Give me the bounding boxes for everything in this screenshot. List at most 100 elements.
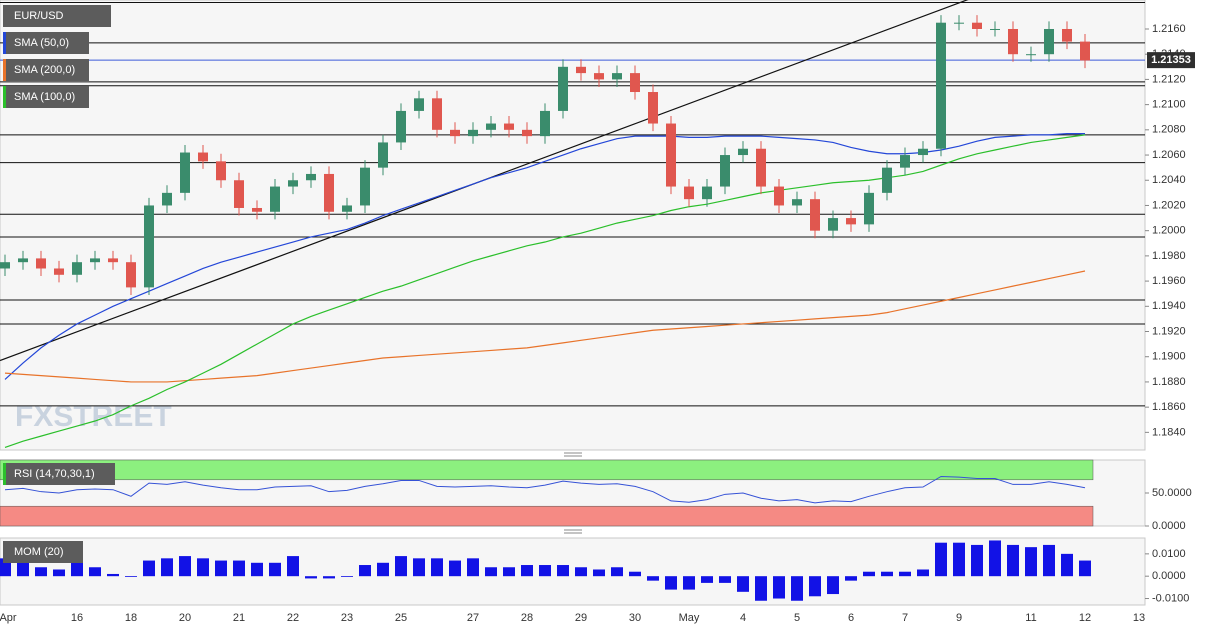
candle-body	[288, 180, 298, 187]
mom-bar	[809, 576, 821, 597]
mom-bar	[539, 565, 551, 577]
mom-bar	[737, 576, 749, 592]
x-tick-label: 23	[341, 612, 353, 624]
candle-body	[630, 73, 640, 93]
y-tick-label: 50.0000	[1152, 487, 1192, 499]
mom-bar	[395, 556, 407, 577]
candle-body	[126, 262, 136, 288]
candle-body	[918, 148, 928, 156]
legend-label: RSI (14,70,30,1)	[14, 468, 95, 480]
candle-body	[936, 22, 946, 149]
mom-bar	[971, 544, 983, 577]
candle-body	[990, 28, 1000, 30]
x-tick-label: 11	[1025, 612, 1036, 624]
y-tick-label: 0.0100	[1152, 548, 1186, 560]
mom-bar	[845, 576, 857, 581]
mom-bar	[629, 571, 641, 577]
x-tick-label: 20	[179, 612, 191, 624]
x-tick-label: 9	[956, 612, 962, 624]
mom-bar	[323, 576, 335, 579]
y-tick-label: 1.2000	[1152, 225, 1186, 237]
y-tick-label: 1.1960	[1152, 275, 1186, 287]
y-tick-label: 1.2040	[1152, 174, 1186, 186]
legend-label: SMA (50,0)	[14, 37, 69, 49]
mom-bar	[1079, 560, 1091, 577]
mom-bar	[359, 565, 371, 577]
candle-body	[702, 186, 712, 200]
x-tick-label: 29	[575, 612, 587, 624]
mom-bar	[1061, 553, 1073, 577]
candle-body	[180, 152, 190, 193]
candle-body	[576, 66, 586, 74]
candle-body	[216, 161, 226, 181]
candle-body	[684, 186, 694, 200]
mom-bar	[215, 560, 227, 577]
y-tick-label: 1.2020	[1152, 199, 1186, 211]
mom-bar	[53, 569, 65, 577]
mom-bar	[755, 576, 767, 601]
mom-bar	[287, 556, 299, 577]
candle-body	[108, 258, 118, 263]
candle-body	[972, 22, 982, 29]
overbought-zone	[0, 459, 1094, 481]
y-tick-label: 1.2060	[1152, 149, 1186, 161]
y-tick-label: 0.0000	[1152, 520, 1186, 532]
candle-body	[810, 199, 820, 231]
candle-body	[54, 268, 64, 275]
x-tick-label: 7	[902, 612, 908, 624]
candle-body	[324, 173, 334, 212]
x-tick-label: 6	[848, 612, 854, 624]
candle-body	[522, 129, 532, 137]
x-tick-label: 25	[395, 612, 407, 624]
mom-bar	[989, 540, 1001, 577]
legend-box	[3, 86, 89, 108]
candle-body	[450, 129, 460, 137]
y-tick-label: 1.1980	[1152, 250, 1186, 262]
candle-body	[738, 148, 748, 156]
mom-bar	[935, 542, 947, 577]
mom-bar	[1043, 544, 1055, 577]
candle-body	[774, 186, 784, 206]
candle-body	[648, 92, 658, 124]
candle-body	[162, 192, 172, 206]
legend-box	[3, 32, 89, 54]
candle-body	[900, 155, 910, 168]
mom-bar	[449, 560, 461, 577]
x-tick-label: 16	[71, 612, 83, 624]
resize-grip[interactable]	[564, 452, 582, 534]
candle-body	[18, 258, 28, 263]
candle-body	[504, 123, 514, 130]
x-tick-label: 22	[287, 612, 299, 624]
candle-body	[252, 207, 262, 212]
legend-box	[3, 59, 89, 81]
candle-body	[378, 142, 388, 168]
mom-bar	[683, 576, 695, 590]
mom-bar	[413, 558, 425, 577]
candle-body	[90, 258, 100, 263]
last-price-label: 1.21353	[1151, 54, 1191, 66]
mom-bar	[881, 571, 893, 577]
candle-body	[1062, 28, 1072, 42]
x-tick-label: 13	[1133, 612, 1145, 624]
x-tick-label: 12	[1079, 612, 1091, 624]
candle-body	[1026, 54, 1036, 56]
mom-bar	[827, 576, 839, 595]
candle-body	[540, 110, 550, 137]
candle-body	[414, 98, 424, 111]
candle-body	[468, 129, 478, 137]
candle-body	[666, 123, 676, 187]
mom-bar	[269, 562, 281, 577]
candle-body	[594, 73, 604, 80]
mom-bar	[917, 569, 929, 577]
legend-box	[3, 5, 111, 27]
candle-body	[954, 22, 964, 24]
mom-bar	[503, 567, 515, 577]
legend-label: SMA (100,0)	[14, 91, 75, 103]
candle-body	[72, 262, 82, 275]
y-tick-label: 1.1920	[1152, 325, 1186, 337]
mom-bar	[593, 569, 605, 577]
mom-bar	[467, 558, 479, 577]
legend-swatch	[3, 463, 6, 485]
candle-body	[756, 148, 766, 187]
candle-body	[558, 66, 568, 111]
